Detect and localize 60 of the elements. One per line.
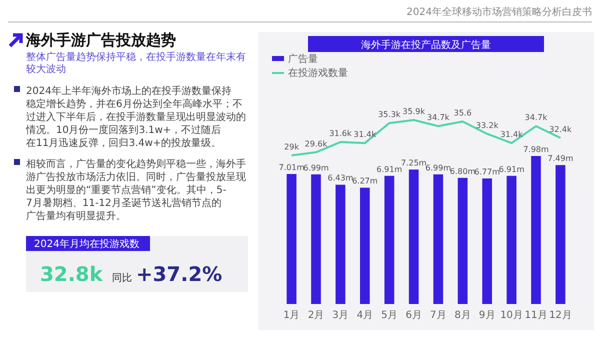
text: 2024年上半年海外市场上的在投手游数量保持稳定增长趋势，并在6月份达到全年高峰水平；不过进入下半年后，在投手游数量呈现出明显波动的情况。10月份一度回落到3.1w+，不过随后在11月迅速反弹，回归3.4w+的投放量级。 — [25, 85, 246, 149]
bar — [311, 174, 321, 304]
data-label: 7.98m — [523, 145, 550, 154]
data-label: 7.25m — [400, 158, 427, 168]
data-label: 6.27m — [352, 176, 378, 186]
data-label: 33.2k — [476, 120, 499, 130]
data-label: 6.43m — [328, 174, 354, 183]
x-tick-label: 3月 — [332, 310, 349, 321]
bar — [433, 174, 444, 304]
x-tick-label: 4月 — [356, 310, 374, 321]
data-label: 35.3k — [378, 110, 401, 120]
data-label: 6.80m — [450, 166, 476, 176]
bar — [531, 156, 541, 304]
x-tick-label: 7月 — [430, 310, 446, 321]
data-label: 35.6 — [454, 108, 472, 118]
text: 2024年全球移动市场营销策略分析白皮书 — [406, 6, 592, 18]
bar — [336, 184, 346, 304]
data-label: 29.6k — [304, 139, 328, 148]
data-label: 31.4k — [500, 130, 524, 140]
chart-title: 海外手游在投产品数及广告量 — [361, 39, 491, 51]
bar — [482, 178, 492, 304]
data-label: 34.7k — [426, 113, 450, 122]
data-label: 31.4k — [354, 130, 376, 140]
text: 相较而言，广告量的变化趋势则平稳一些，海外手游广告投放市场活力依旧。同时，广告量投放呈现出更为明显的“重要节点营销”变化。其中，5-7月暑期档、11-12月圣诞节送礼营销节点的广告量均有明显提升。 — [26, 158, 246, 222]
text: 整体广告量趋势保持平稳，在投手游数量在年末有较大波动 — [26, 51, 246, 75]
legend-label: 在投游戏数量 — [288, 67, 348, 79]
bar — [286, 174, 296, 304]
x-tick-label: 11月 — [524, 310, 548, 321]
data-label: 7.01m — [278, 162, 305, 172]
x-tick-label: 12月 — [549, 310, 572, 321]
bar — [506, 176, 516, 304]
text: +37.2% — [136, 262, 222, 286]
x-tick-label: 6月 — [406, 310, 422, 321]
x-tick-label: 5月 — [381, 310, 398, 321]
text: 同比 — [112, 272, 132, 284]
data-label: 6.91m — [376, 164, 402, 174]
data-label: 29k — [284, 142, 300, 152]
x-tick-label: 9月 — [478, 310, 496, 321]
data-label: 7.49m — [548, 154, 574, 164]
text: 32.8k — [40, 262, 104, 286]
data-label: 34.7k — [524, 113, 548, 122]
bar — [360, 188, 370, 304]
bar — [408, 170, 419, 304]
bar — [384, 176, 394, 304]
x-tick-label: 8月 — [454, 310, 471, 321]
data-label: 31.6k — [329, 129, 352, 138]
text: 海外手游广告投放趋势 — [25, 31, 176, 49]
text: 2024年月均在投游戏数 — [34, 238, 140, 250]
bar — [556, 165, 566, 304]
x-tick-label: 1月 — [283, 310, 300, 321]
data-label: 6.99m — [425, 163, 452, 172]
data-label: 6.91m — [498, 164, 525, 174]
x-tick-label: 10月 — [500, 310, 523, 321]
data-label: 35.9k — [402, 107, 426, 116]
data-label: 6.99m — [303, 163, 330, 172]
bar — [458, 178, 468, 304]
data-label: 6.77m — [474, 167, 500, 176]
data-label: 32.4k — [549, 124, 572, 134]
x-tick-label: 2月 — [308, 310, 324, 321]
legend-label: 广告量 — [288, 53, 318, 65]
